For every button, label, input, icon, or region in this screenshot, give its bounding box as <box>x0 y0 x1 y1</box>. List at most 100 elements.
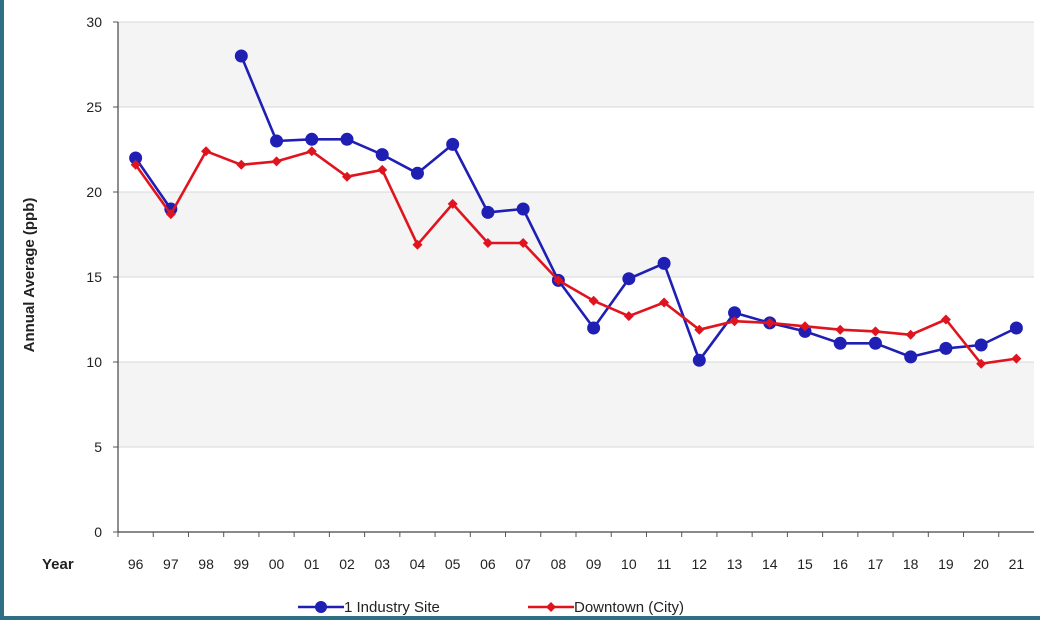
x-tick-label: 97 <box>163 556 179 572</box>
x-tick-label: 14 <box>762 556 778 572</box>
data-point <box>342 171 352 182</box>
x-tick-label: 06 <box>480 556 496 572</box>
data-point <box>764 317 775 328</box>
data-point <box>976 358 987 369</box>
x-tick-label: 04 <box>410 556 426 572</box>
x-tick-label: 05 <box>445 556 461 572</box>
data-point <box>728 306 742 320</box>
data-point <box>305 132 319 146</box>
y-tick-label: 10 <box>86 354 102 370</box>
data-point <box>410 166 424 180</box>
data-point <box>446 137 460 151</box>
x-tick-label: 07 <box>515 556 531 572</box>
data-point <box>375 148 389 162</box>
data-point <box>587 321 601 335</box>
series-layer <box>129 49 1023 369</box>
x-tick-label: 00 <box>269 556 285 572</box>
legend-swatch-marker <box>315 601 327 613</box>
x-tick-label: 17 <box>868 556 884 572</box>
data-point <box>130 159 141 170</box>
x-tick-label: 19 <box>938 556 954 572</box>
data-point <box>868 336 882 350</box>
data-point <box>201 146 212 157</box>
series-line <box>134 157 172 210</box>
left-border <box>0 0 4 620</box>
x-tick-label: 96 <box>128 556 144 572</box>
data-point <box>129 151 143 165</box>
x-tick-label: 99 <box>234 556 250 572</box>
legend-label: Downtown (City) <box>574 599 684 616</box>
grid-band <box>118 107 1034 192</box>
data-point <box>870 326 881 337</box>
data-point <box>798 324 812 338</box>
x-tick-label: 16 <box>832 556 848 572</box>
legend-label: 1 Industry Site <box>344 599 440 616</box>
data-point <box>553 275 564 286</box>
data-point <box>306 146 317 157</box>
x-tick-label: 09 <box>586 556 602 572</box>
data-point <box>835 324 846 335</box>
x-tick-label: 15 <box>797 556 813 572</box>
x-tick-label: 21 <box>1009 556 1025 572</box>
data-point <box>516 202 530 216</box>
data-point <box>482 238 493 248</box>
data-point <box>659 297 670 308</box>
grid-band <box>118 362 1034 447</box>
data-point <box>622 272 636 286</box>
x-axis-title: Year <box>42 556 74 573</box>
data-point <box>447 198 458 209</box>
x-tick-label: 10 <box>621 556 637 572</box>
data-point <box>377 164 388 175</box>
data-point <box>234 49 248 63</box>
x-tick-label: 02 <box>339 556 355 572</box>
data-point <box>623 311 634 322</box>
y-tick-label: 25 <box>86 99 102 115</box>
legend-swatch-marker <box>546 602 556 612</box>
y-tick-label: 0 <box>94 524 102 540</box>
x-tick-label: 13 <box>727 556 743 572</box>
data-point <box>657 256 671 270</box>
x-tick-label: 20 <box>973 556 989 572</box>
data-point <box>729 316 740 327</box>
bottom-border <box>0 616 1040 620</box>
data-point <box>974 338 988 352</box>
series-1 <box>130 146 1022 369</box>
y-tick-label: 30 <box>86 14 102 30</box>
data-point <box>481 205 495 219</box>
y-axis-title: Annual Average (ppb) <box>21 198 38 353</box>
x-tick-label: 01 <box>304 556 320 572</box>
grid-band <box>118 447 1034 532</box>
data-point <box>588 295 599 306</box>
data-point <box>1011 353 1022 364</box>
x-tick-label: 08 <box>551 556 567 572</box>
data-point <box>904 350 918 364</box>
data-point <box>940 314 951 325</box>
data-point <box>694 324 705 335</box>
label-layer: Annual Average (ppb) Year <box>21 198 74 573</box>
grid-band <box>118 22 1034 107</box>
data-point <box>692 353 706 367</box>
y-tick-label: 20 <box>86 184 102 200</box>
x-tick-label: 11 <box>657 556 672 572</box>
data-point <box>1009 321 1023 335</box>
data-point <box>412 239 423 250</box>
data-point <box>905 329 916 340</box>
x-tick-label: 98 <box>198 556 214 572</box>
x-tick-label: 12 <box>692 556 708 572</box>
data-point <box>939 341 953 355</box>
data-point <box>833 336 847 350</box>
data-point <box>340 132 354 146</box>
data-point <box>236 159 247 170</box>
data-point <box>270 134 284 148</box>
grid-band <box>118 192 1034 277</box>
data-point <box>800 321 810 332</box>
y-tick-label: 15 <box>86 269 102 285</box>
data-point <box>271 156 282 167</box>
x-tick-label: 18 <box>903 556 919 572</box>
y-tick-label: 5 <box>94 439 102 455</box>
legend: 1 Industry Site Downtown (City) <box>298 599 684 616</box>
grid-layer <box>118 21 1034 533</box>
series-line <box>134 149 1017 366</box>
